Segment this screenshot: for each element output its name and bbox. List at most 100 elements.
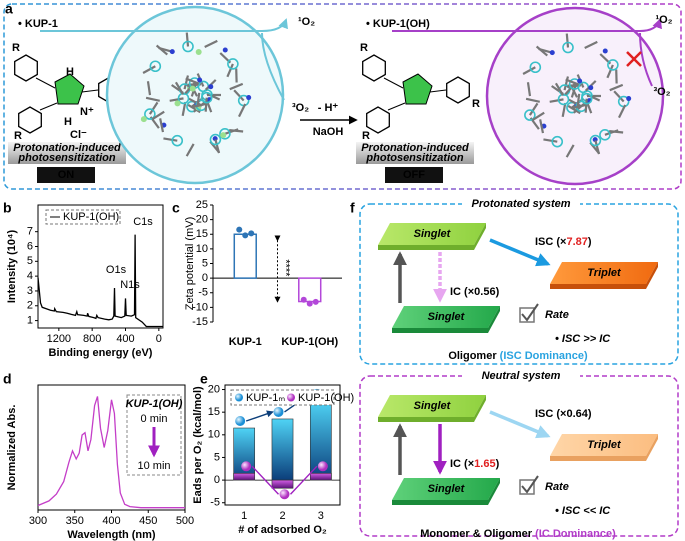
significance-label: **** (280, 259, 292, 277)
state-slab-edge (474, 223, 486, 250)
stick (214, 139, 221, 154)
caption: photosensitization (17, 152, 115, 164)
replicate-point (242, 232, 249, 239)
stick (233, 89, 245, 102)
stick (148, 101, 159, 115)
x-tick-label: 350 (66, 515, 84, 527)
check-mark (521, 303, 539, 322)
x-axis-title: Binding energy (eV) (49, 347, 153, 359)
state-box (37, 167, 95, 183)
rate-title: Rate (545, 481, 569, 493)
cl-ion (189, 85, 196, 92)
oxygen-arrow (261, 18, 288, 32)
stick (196, 92, 201, 107)
stick (206, 92, 221, 101)
rate-suffix: ) (588, 408, 592, 420)
sphere (241, 461, 252, 472)
bond (39, 102, 58, 111)
stick (229, 129, 244, 133)
stick (613, 90, 625, 103)
stick (145, 96, 160, 102)
y-tick-label: 10 (196, 243, 208, 255)
oxygen-label: ³O₂ (292, 102, 309, 114)
stick (567, 104, 581, 115)
state-box (385, 167, 443, 183)
x-axis-title: Wavelength (nm) (67, 529, 156, 541)
y-axis-title: Zeta potential (mV) (184, 217, 196, 311)
atom-label: R (472, 98, 480, 110)
stick (535, 45, 548, 57)
n-atom (602, 48, 608, 54)
state-label: OFF (403, 169, 425, 181)
x-tick-label: KUP-1 (229, 336, 262, 348)
title-bg (462, 368, 580, 384)
bar (233, 233, 257, 279)
caption: photosensitization (365, 152, 463, 164)
state-slab (392, 478, 500, 500)
stick (188, 97, 202, 107)
imidazole (402, 73, 433, 105)
sphere (279, 489, 290, 500)
ring-atom (227, 58, 239, 70)
inset-title: KUP-1(OH) (126, 398, 183, 410)
stick (238, 103, 247, 118)
data-line (37, 234, 163, 328)
caption-box (356, 142, 474, 164)
stick (565, 144, 575, 158)
y-tick-label: 15 (208, 406, 220, 418)
framework (140, 32, 252, 157)
stick (174, 81, 184, 95)
state-slab-edge (646, 434, 658, 461)
panel-label: c (172, 200, 180, 216)
legend-label: KUP-1(OH) (298, 392, 354, 404)
footer-main: Monomer & Oligomer (420, 528, 535, 540)
n-atom (577, 78, 583, 84)
legend-swatch (287, 393, 295, 402)
panel-a-frame (3, 3, 682, 190)
transition-arrow (489, 238, 551, 267)
oxygen-arrow (639, 32, 653, 87)
footer-highlight: (IC Dominance) (535, 528, 616, 540)
state-slab-side (392, 328, 488, 333)
state-slab-edge (474, 395, 486, 422)
stick (522, 66, 536, 75)
state-slab (550, 262, 658, 284)
stick (181, 101, 187, 117)
atom-label: R (360, 42, 368, 54)
rate-suffix: ) (496, 286, 500, 298)
y-tick-label: -15 (192, 316, 208, 328)
y-tick-label: 20 (196, 214, 208, 226)
stick (543, 138, 558, 143)
replicate-point (236, 226, 243, 233)
reagent: - H⁺ (318, 102, 339, 114)
ring-atom (171, 134, 184, 147)
y-tick-label: -5 (198, 287, 208, 299)
y-tick-label: 10 (208, 429, 220, 441)
system-footer: Monomer & Oligomer (IC Dominance) (420, 528, 616, 540)
inset-label: 0 min (141, 413, 168, 425)
n-atom (222, 47, 228, 53)
plot-frame (37, 204, 164, 329)
rate-suffix: ) (496, 458, 500, 470)
trend-arrow (245, 410, 274, 422)
reagent: NaOH (313, 126, 344, 138)
system-footer: Oligomer (ISC Dominance) (448, 350, 588, 362)
x-tick-label: 800 (83, 333, 101, 345)
rate-value: 7.87 (566, 236, 587, 248)
x-tick-label: 3 (318, 510, 324, 522)
x-tick-label: 2 (279, 510, 285, 522)
blocked-mark (626, 51, 642, 67)
ring-atom (219, 128, 231, 140)
x-tick-label: 1 (241, 510, 247, 522)
state-slab-side (378, 245, 474, 250)
rate-value: 1.65 (474, 458, 495, 470)
stick (531, 111, 545, 122)
state-label: Singlet (428, 311, 466, 323)
stick (618, 104, 627, 119)
ring (446, 76, 470, 104)
oxygen-arrow (261, 32, 285, 101)
framework-circle (105, 5, 285, 185)
stick (185, 77, 200, 85)
caption-box (8, 142, 126, 164)
